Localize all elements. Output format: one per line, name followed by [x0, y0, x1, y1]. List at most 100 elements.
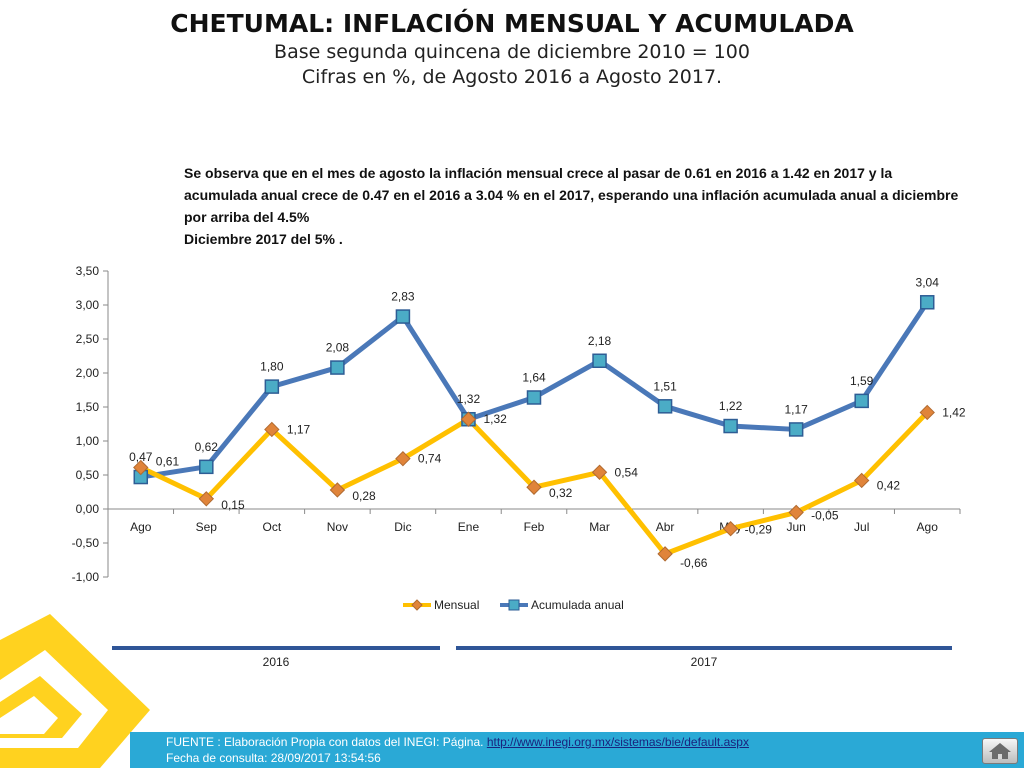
marker-acumulada — [592, 353, 607, 369]
subtitle-base: Base segunda quincena de diciembre 2010 … — [274, 41, 750, 63]
consult-date: Fecha de consulta: 28/09/2017 13:54:56 — [166, 751, 381, 765]
data-label-mensual: 0,42 — [877, 478, 901, 492]
data-label-acumulada: 1,51 — [653, 379, 677, 393]
home-button[interactable] — [982, 738, 1018, 764]
chart-axes: 3,50 3,00 2,50 2,00 1,50 1,00 0,50 0,00 -0,50 -1,… — [72, 264, 961, 584]
data-label-mensual: 0,54 — [615, 465, 639, 479]
data-label-acumulada: 1,22 — [719, 399, 743, 413]
x-tick-label: Jun — [786, 520, 805, 534]
marker-acumulada — [854, 393, 869, 409]
y-tick-label: 2,50 — [76, 332, 100, 346]
marker-acumulada — [657, 399, 673, 414]
y-tick-label: 0,50 — [76, 468, 100, 482]
data-label-mensual: 1,32 — [483, 412, 507, 426]
footer-text: FUENTE : Elaboración Propia con datos de… — [166, 734, 749, 766]
data-label-mensual: -0,66 — [680, 556, 708, 570]
data-label-mensual: -0,05 — [811, 508, 839, 522]
marker-acumulada — [919, 295, 935, 310]
data-label-acumulada: 1,64 — [522, 370, 546, 384]
data-label-mensual: -0,29 — [745, 523, 773, 537]
marker-mensual — [722, 521, 739, 537]
y-tick-label: 3,50 — [76, 264, 100, 278]
marker-mensual — [853, 472, 870, 489]
marker-acumulada — [526, 390, 542, 405]
series-line-acumulada — [138, 299, 930, 480]
note-line-2: Diciembre 2017 del 5% . — [184, 231, 343, 247]
marker-mensual — [460, 411, 477, 427]
marker-mensual — [329, 482, 346, 498]
legend-label: Acumulada anual — [531, 598, 624, 612]
data-label-acumulada: 1,59 — [850, 374, 874, 388]
footer-bar: FUENTE : Elaboración Propia con datos de… — [130, 732, 1024, 768]
x-tick-label: Nov — [327, 520, 348, 534]
data-label-acumulada: 2,83 — [391, 290, 415, 304]
data-label-acumulada: 1,32 — [457, 392, 481, 406]
marker-acumulada — [788, 422, 804, 437]
x-tick-label: Abr — [656, 520, 675, 534]
page-title: CHETUMAL: INFLACIÓN MENSUAL Y ACUMULADA — [170, 9, 854, 38]
data-labels: 0,47 0,62 1,80 2,08 2,83 1,32 1,64 2,18 1,51 1,22… — [129, 275, 966, 570]
legend-marker — [411, 599, 423, 611]
y-tick-label: 2,00 — [76, 366, 100, 380]
marker-acumulada — [330, 360, 345, 375]
data-label-mensual: 0,74 — [418, 452, 442, 466]
marker-mensual — [526, 479, 542, 495]
x-tick-label: Mar — [589, 520, 610, 534]
marker-mensual — [395, 450, 411, 467]
marker-mensual — [788, 504, 804, 521]
legend-label: Mensual — [434, 598, 479, 612]
year-label-2017: 2017 — [691, 655, 718, 669]
marker-mensual — [591, 464, 608, 480]
marker-acumulada — [395, 309, 411, 324]
data-label-acumulada: 2,08 — [326, 341, 350, 355]
data-label-acumulada: 0,62 — [195, 440, 219, 454]
year-groups: 2016 2017 — [112, 646, 952, 669]
data-label-acumulada: 0,47 — [129, 450, 153, 464]
y-tick-label: -1,00 — [72, 570, 100, 584]
marker-acumulada — [264, 379, 280, 394]
data-label-mensual: 1,42 — [942, 405, 966, 419]
data-label-mensual: 0,15 — [221, 498, 245, 512]
data-label-acumulada: 1,17 — [784, 402, 808, 416]
series-markers — [133, 295, 935, 562]
note-line-1: Se observa que en el mes de agosto la in… — [184, 165, 959, 225]
year-label-2016: 2016 — [263, 655, 290, 669]
data-label-mensual: 0,32 — [549, 486, 573, 500]
x-tick-label: Sep — [196, 520, 218, 534]
x-tick-label: Feb — [524, 520, 545, 534]
marker-mensual — [133, 459, 149, 476]
yellow-geometric-logo-icon — [0, 614, 150, 768]
data-label-mensual: 1,17 — [287, 422, 311, 436]
data-label-acumulada: 3,04 — [916, 275, 940, 289]
x-tick-label: Ago — [917, 520, 939, 534]
marker-mensual — [657, 546, 673, 562]
subtitle-period: Cifras en %, de Agosto 2016 a Agosto 201… — [301, 66, 723, 88]
y-tick-label: 1,00 — [76, 434, 100, 448]
series-lines — [138, 299, 930, 557]
analysis-note: Se observa que en el mes de agosto la in… — [184, 162, 964, 250]
x-tick-label: Jul — [854, 520, 869, 534]
source-link[interactable]: http://www.inegi.org.mx/sistemas/bie/def… — [486, 735, 749, 749]
marker-mensual — [264, 421, 280, 438]
source-prefix: FUENTE : Elaboración Propia con datos de… — [166, 735, 487, 749]
source-line: FUENTE : Elaboración Propia con datos de… — [166, 734, 749, 750]
chart-legend: Mensual Acumulada anual — [403, 598, 624, 612]
data-label-mensual: 0,28 — [352, 489, 376, 503]
y-tick-label: 0,00 — [76, 502, 100, 516]
marker-acumulada — [723, 418, 738, 434]
data-label-mensual: 0,61 — [156, 455, 180, 469]
legend-marker — [508, 599, 520, 611]
inflation-line-chart: 3,50 3,00 2,50 2,00 1,50 1,00 0,50 0,00 -0,50 -1,… — [72, 264, 966, 669]
marker-mensual — [919, 404, 935, 421]
y-tick-label: 3,00 — [76, 298, 100, 312]
marker-acumulada — [199, 459, 214, 475]
x-tick-label: Ago — [130, 520, 152, 534]
data-label-acumulada: 1,80 — [260, 360, 284, 374]
x-tick-label: Oct — [263, 520, 282, 534]
y-tick-label: -0,50 — [72, 536, 100, 550]
header: CHETUMAL: INFLACIÓN MENSUAL Y ACUMULADA … — [0, 8, 1024, 90]
home-icon — [989, 743, 1011, 759]
marker-mensual — [198, 491, 215, 507]
data-label-acumulada: 2,18 — [588, 334, 612, 348]
y-tick-label: 1,50 — [76, 400, 100, 414]
